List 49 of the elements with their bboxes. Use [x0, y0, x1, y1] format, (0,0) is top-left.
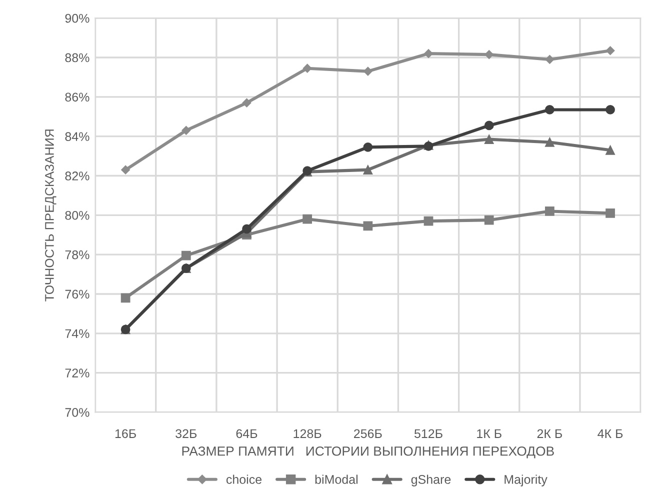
x-tick-label: 4К Б [598, 429, 623, 438]
point [424, 216, 434, 226]
x-tick-label: 128Б [294, 429, 322, 438]
y-tick-label: 78% [65, 250, 90, 260]
point [363, 142, 373, 152]
point [606, 145, 615, 155]
y-axis-title: ТОЧНОСТЬ ПРЕДСКАЗАНИЯ [45, 130, 56, 302]
point [120, 293, 130, 303]
legend-label: Majority [504, 474, 548, 486]
y-tick-label: 74% [65, 329, 90, 338]
y-tick-label: 84% [65, 132, 90, 141]
x-tick-label: 2К Б [537, 429, 562, 438]
x-tick-label: 1К Б [477, 429, 502, 438]
legend-label: choice [226, 474, 262, 484]
x-tick-label: 512Б [414, 429, 442, 438]
point [181, 250, 191, 260]
point [484, 134, 494, 144]
point [545, 206, 554, 216]
y-tick-label: 76% [65, 290, 90, 299]
y-tick-label: 70% [65, 408, 90, 417]
point [363, 221, 373, 231]
x-tick-label: 256Б [354, 429, 382, 438]
point [121, 165, 130, 174]
x-axis-title: РАЗМЕР ПАМЯТИ ИСТОРИИ ВЫПОЛНЕНИЯ ПЕРЕХОДОВ [182, 446, 554, 458]
point [484, 120, 494, 130]
point [302, 214, 312, 224]
legend-label: gShare [411, 474, 451, 486]
x-tick-label: 32Б [176, 429, 197, 438]
point [484, 215, 494, 225]
point [606, 208, 615, 218]
legend-label: biModal [315, 474, 358, 484]
x-tick-label: 64Б [236, 429, 258, 438]
point [242, 98, 252, 108]
point [363, 165, 373, 175]
x-tick-label: 16Б [115, 429, 136, 438]
point [424, 49, 433, 58]
point [182, 126, 191, 135]
y-tick-label: 86% [65, 92, 90, 102]
point [545, 138, 554, 147]
y-tick-label: 72% [65, 368, 90, 378]
y-tick-label: 80% [65, 210, 90, 220]
point [545, 55, 554, 64]
point [606, 46, 615, 56]
point [242, 224, 252, 234]
y-tick-label: 90% [65, 14, 90, 23]
y-tick-label: 88% [65, 53, 90, 62]
point [606, 105, 615, 114]
point [545, 105, 554, 114]
y-tick-label: 82% [65, 172, 90, 180]
